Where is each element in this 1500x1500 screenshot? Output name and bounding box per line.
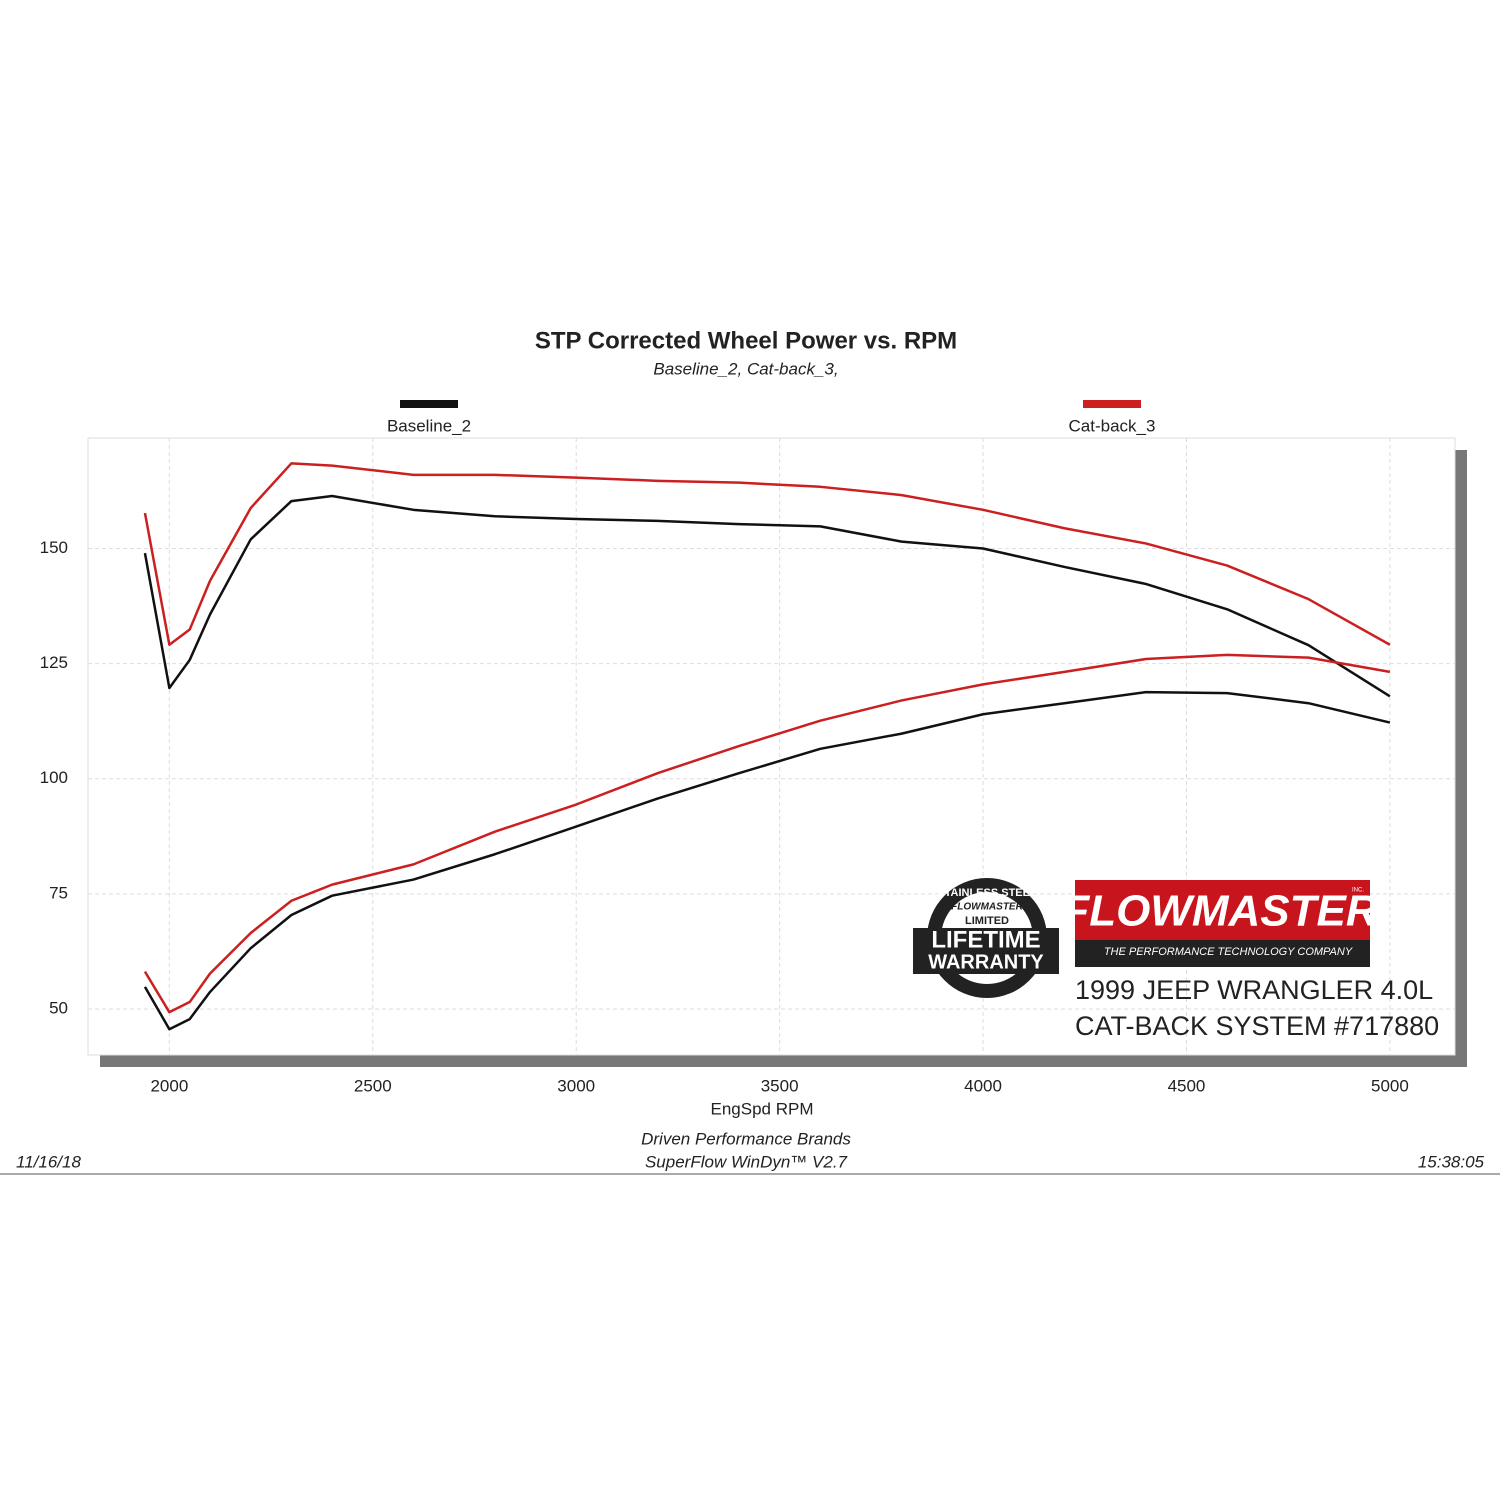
y-tick-label: 50 xyxy=(49,998,68,1017)
badge-brand: FLOWMASTER xyxy=(951,902,1023,913)
warranty-badge: STAINLESS STEEL FLOWMASTER LIMITED LIFET… xyxy=(913,878,1059,998)
x-tick-label: 2500 xyxy=(354,1076,392,1095)
logo-inc: INC. xyxy=(1352,888,1364,894)
x-tick-label: 3500 xyxy=(761,1076,799,1095)
logo-tagline: THE PERFORMANCE TECHNOLOGY COMPANY xyxy=(1104,946,1353,958)
x-axis-label: EngSpd RPM xyxy=(711,1099,814,1118)
x-tick-label: 4000 xyxy=(964,1076,1002,1095)
product-system: CAT-BACK SYSTEM #717880 xyxy=(1075,1011,1439,1041)
footer-software: SuperFlow WinDyn™ V2.7 xyxy=(645,1152,848,1171)
power-curve xyxy=(143,690,1391,1031)
footer-time: 15:38:05 xyxy=(1418,1152,1485,1171)
x-tick-label: 2000 xyxy=(150,1076,188,1095)
badge-limited: LIMITED xyxy=(965,915,1009,927)
logo-band xyxy=(1075,940,1370,967)
flowmaster-logo: FLOWMASTER INC. THE PERFORMANCE TECHNOLO… xyxy=(1062,880,1378,967)
badge-arc: STAINLESS STEEL xyxy=(937,887,1037,899)
badge-band xyxy=(913,928,1059,974)
footer-company: Driven Performance Brands xyxy=(641,1129,851,1148)
power-curve xyxy=(143,653,1391,1014)
power-curve xyxy=(143,494,1391,698)
legend-label: Baseline_2 xyxy=(387,416,471,435)
x-tick-label: 5000 xyxy=(1371,1076,1409,1095)
badge-line1: LIFETIME xyxy=(931,926,1040,953)
power-curve xyxy=(143,462,1391,646)
badge-line2: WARRANTY xyxy=(928,951,1044,973)
footer-date: 11/16/18 xyxy=(16,1152,81,1171)
legend-label: Cat-back_3 xyxy=(1069,416,1156,435)
x-tick-label: 3000 xyxy=(557,1076,595,1095)
y-tick-label: 75 xyxy=(49,883,68,902)
y-tick-label: 125 xyxy=(40,653,68,672)
x-tick-label: 4500 xyxy=(1168,1076,1206,1095)
y-tick-label: 150 xyxy=(40,538,68,557)
product-vehicle: 1999 JEEP WRANGLER 4.0L xyxy=(1075,975,1433,1005)
logo-name: FLOWMASTER xyxy=(1062,887,1378,936)
chart-subtitle: Baseline_2, Cat-back_3, xyxy=(653,359,838,378)
chart-title: STP Corrected Wheel Power vs. RPM xyxy=(535,327,957,354)
y-tick-label: 100 xyxy=(40,768,68,787)
